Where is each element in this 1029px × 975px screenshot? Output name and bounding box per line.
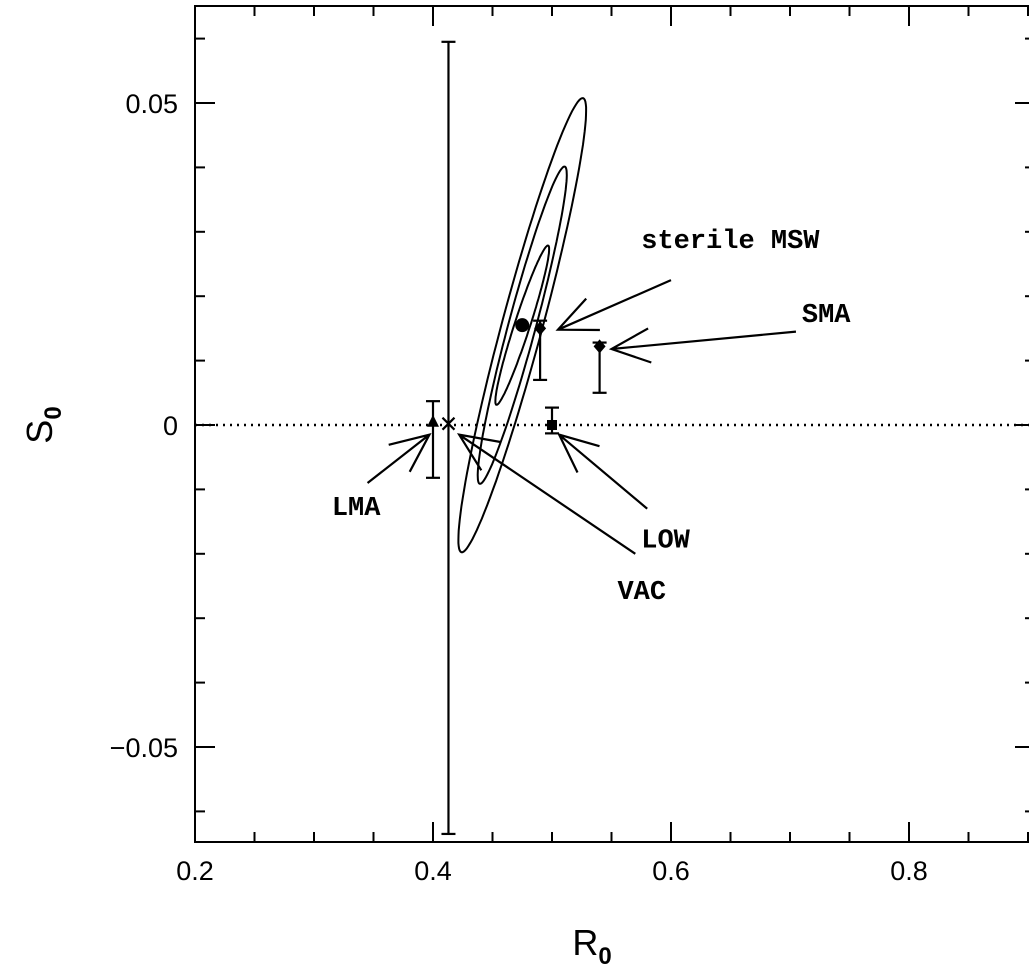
annotations: sterile MSW SMA LMA VAC LOW <box>332 227 851 608</box>
confidence-contours <box>457 97 588 554</box>
x-tick-label: 0.6 <box>652 856 690 886</box>
x-tick-label: 0.2 <box>176 856 214 886</box>
arrow-sma <box>608 327 797 364</box>
marker-sterile-msw <box>534 321 547 336</box>
x-tick-label: 0.8 <box>890 856 928 886</box>
x-axis-label: R0 <box>572 922 611 970</box>
label-sterile-msw: sterile MSW <box>641 227 820 257</box>
marker-low <box>547 420 557 430</box>
best-fit-point <box>515 318 530 333</box>
x-axis-label-sub: 0 <box>598 943 611 970</box>
contour-3 <box>457 97 588 554</box>
x-tick-label: 0.4 <box>414 856 452 886</box>
label-vac: VAC <box>617 578 666 608</box>
marker-vac <box>441 416 456 431</box>
y-axis-label: S0 <box>19 406 67 443</box>
label-sma: SMA <box>802 301 851 331</box>
x-axis-label-main: R <box>572 922 598 963</box>
y-tick-label: 0 <box>163 411 178 441</box>
y-axis-label-main: S <box>19 420 60 444</box>
marker-lma <box>427 414 439 427</box>
arrow-vac <box>456 433 636 555</box>
marker-sma <box>593 339 606 354</box>
label-low: LOW <box>641 526 690 556</box>
label-lma: LMA <box>332 494 381 524</box>
arrow-lma <box>366 432 432 484</box>
data-markers <box>427 321 606 431</box>
tick-labels: 0.2 0.4 0.6 0.8 0.05 0 −0.05 <box>110 89 928 886</box>
contour-2 <box>476 165 568 485</box>
axis-ticks <box>194 6 1029 842</box>
contour-1 <box>494 244 551 406</box>
y-tick-label: −0.05 <box>110 733 178 763</box>
y-tick-label: 0.05 <box>125 89 178 119</box>
arrow-sterile-msw <box>555 279 672 332</box>
arrow-low <box>557 432 648 510</box>
y-axis-label-sub: 0 <box>40 406 67 419</box>
